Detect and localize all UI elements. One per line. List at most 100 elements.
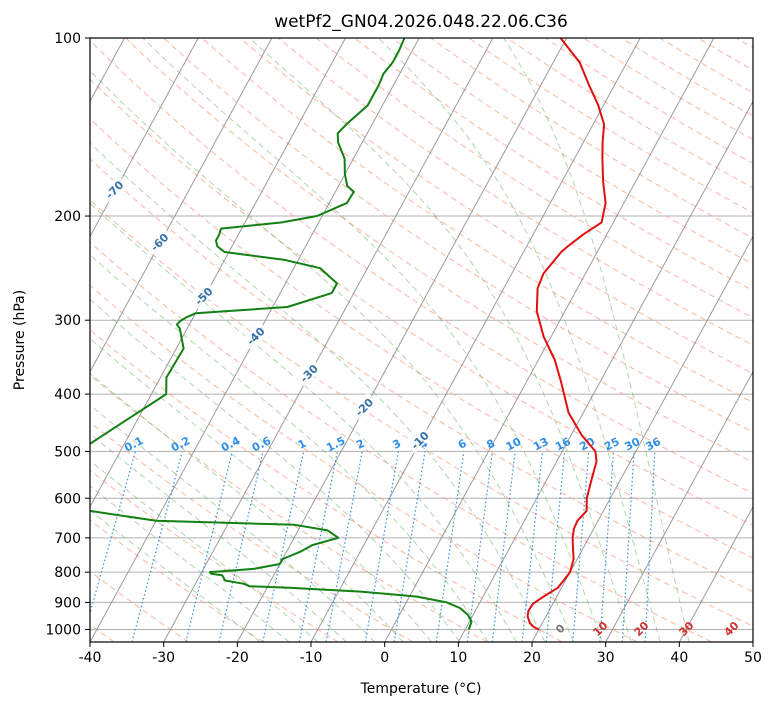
dewpoint-profile: [90, 38, 473, 630]
y-tick-label: 1000: [45, 622, 81, 638]
dry-adiabat: [90, 374, 488, 642]
moist-adiabat: [142, 38, 603, 642]
dry-adiabat: [277, 38, 753, 346]
dry-adiabat: [163, 38, 753, 433]
isotherm-label-bg: [144, 227, 173, 256]
dry-adiabat: [90, 519, 264, 642]
isotherm: [384, 38, 715, 642]
dry-adiabat: [90, 241, 712, 642]
mixing-ratio-label: 36: [643, 435, 663, 454]
moist-adiabat: [90, 485, 290, 642]
mixing-ratio-label: 6: [456, 437, 469, 452]
dry-adiabat: [201, 38, 753, 403]
temperature-profile: [526, 38, 607, 631]
mixing-ratio-line: [298, 451, 339, 642]
moist-adiabat: [90, 337, 432, 642]
dry-adiabat: [392, 38, 753, 265]
background-lines: [90, 38, 753, 642]
isotherm: [310, 38, 641, 642]
isotherm: [531, 235, 753, 642]
dry-adiabat: [90, 39, 753, 494]
dry-adiabat: [90, 570, 190, 642]
y-tick-label: 400: [54, 387, 81, 403]
dry-adiabat: [621, 38, 753, 117]
mixing-ratio-line: [325, 451, 363, 642]
dry-adiabat: [659, 38, 753, 94]
profile-series: [90, 38, 607, 631]
isotherm: [90, 38, 273, 373]
mixing-ratio-line: [262, 451, 305, 642]
x-tick-label: 0: [380, 650, 389, 666]
y-axis-ticks: 100 200 300 400 500 600 700 800 900 1000: [45, 31, 90, 638]
x-tick-label: 30: [597, 650, 615, 666]
y-tick-label: 600: [54, 491, 81, 507]
mixing-ratio-label: 3: [390, 437, 403, 452]
isotherm: [752, 640, 753, 642]
dry-adiabat: [697, 38, 753, 71]
y-tick-label: 700: [54, 531, 81, 547]
moist-adiabat: [503, 38, 690, 642]
dry-adiabat-label: 20: [632, 619, 652, 639]
y-tick-label: 900: [54, 595, 81, 611]
isotherm-label-bg: [405, 425, 434, 454]
isotherm: [90, 38, 199, 238]
moist-adiabat: [90, 509, 261, 642]
x-tick-label: -10: [300, 650, 323, 666]
isotherm: [457, 100, 753, 642]
dry-adiabat: [90, 78, 753, 526]
isotherm: [678, 505, 753, 642]
isotherm: [236, 38, 567, 642]
y-tick-label: 800: [54, 565, 81, 581]
dry-adiabat: [583, 38, 753, 141]
mixing-ratio-line: [435, 451, 465, 642]
mixing-ratio-label: 13: [531, 435, 551, 454]
mixing-ratio-line: [393, 451, 426, 642]
mixing-ratio-line: [131, 451, 183, 642]
y-axis-label: Pressure (hPa): [12, 290, 28, 390]
dry-adiabat: [354, 38, 753, 292]
mixing-ratio-label: 30: [623, 435, 643, 454]
x-tick-label: 50: [744, 650, 762, 666]
dry-adiabat: [90, 158, 753, 593]
moist-adiabat: [90, 404, 376, 642]
dry-adiabat: [315, 38, 753, 319]
moist-adiabat: [90, 433, 347, 642]
mixing-ratio-line: [621, 451, 635, 642]
x-tick-label: 10: [449, 650, 467, 666]
mixing-ratio-line: [491, 451, 516, 642]
mixing-ratio-line: [364, 451, 400, 642]
x-tick-label: -20: [226, 650, 249, 666]
isotherm: [90, 38, 346, 508]
mixing-ratio-line: [466, 451, 494, 642]
isotherm-label: -80: [54, 133, 77, 156]
x-tick-label: 20: [523, 650, 541, 666]
isotherm-label-bg: [240, 321, 270, 350]
mixing-ratio-label: 16: [553, 435, 573, 454]
mixing-ratio-label: 10: [504, 435, 524, 454]
y-tick-label: 300: [54, 313, 81, 329]
moist-adiabat: [90, 372, 404, 642]
x-axis-label: Temperature (°C): [360, 681, 482, 697]
mixing-ratio-line: [185, 451, 233, 642]
isotherm: [605, 370, 753, 642]
mixing-ratio-label: 25: [602, 435, 622, 454]
chart-title: wetPf2_GN04.2026.048.22.06.C36: [274, 12, 568, 32]
dry-adiabat-label: 30: [677, 619, 697, 639]
isotherm: [163, 38, 494, 642]
x-axis-ticks: -40 -30 -20 -10 0 10 20 30 40 50: [79, 642, 762, 666]
mixing-ratio-label: 1: [296, 437, 309, 452]
moist-adiabat: [90, 460, 319, 642]
dry-adiabat-label: 0: [553, 621, 568, 636]
moist-adiabat: [90, 142, 546, 642]
plot-frame: [89, 37, 754, 643]
x-tick-label: 40: [670, 650, 688, 666]
isotherm-label-bg: [50, 130, 78, 158]
dry-adiabat: [506, 38, 753, 189]
isotherm-label-bg: [294, 358, 323, 387]
isotherm-label-bg: [188, 281, 218, 310]
dry-adiabat: [90, 469, 339, 642]
isotherm-label-bg: [99, 174, 128, 204]
dry-adiabat-label: 10: [591, 619, 611, 639]
moist-adiabat: [90, 70, 575, 642]
